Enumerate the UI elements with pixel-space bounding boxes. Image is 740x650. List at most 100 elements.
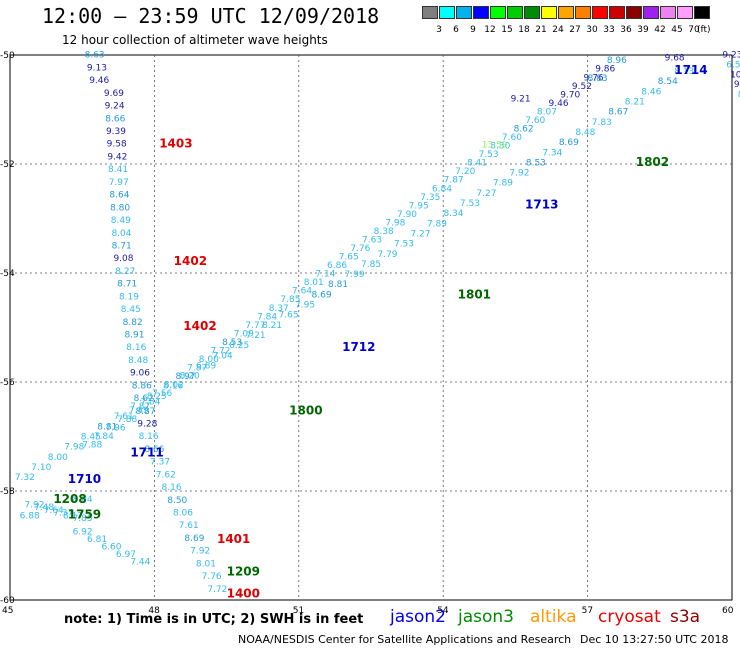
x-tick-label: 57: [582, 606, 593, 616]
swh-value: 9.39: [106, 127, 126, 137]
swh-value: 8.01: [196, 559, 216, 569]
swh-value: 8.62: [514, 124, 534, 134]
swh-value: 7.27: [410, 229, 430, 239]
legend-swatch: [694, 6, 710, 19]
swh-value: 8.91: [124, 330, 144, 340]
swh-value: 8: [738, 90, 740, 100]
swh-value: 8.13: [674, 67, 694, 77]
swh-value: 9.86: [595, 65, 615, 75]
swh-value: 7.84: [140, 398, 160, 408]
swh-value: 8.37: [269, 304, 289, 314]
swh-value: 8.86: [132, 381, 152, 391]
swh-value: 9.68: [665, 53, 685, 63]
swh-value: 7.89: [493, 179, 513, 189]
swh-value: 7.99: [345, 270, 365, 280]
track-label: 1712: [342, 340, 375, 354]
swh-value: 6.97: [116, 550, 136, 560]
swh-value: 7.83: [592, 118, 612, 128]
legend-label: 15: [501, 25, 513, 35]
swh-value: 8.21: [625, 98, 645, 108]
legend-swatch: [541, 6, 557, 19]
swh-value: 7.60: [525, 116, 545, 126]
legend-swatch: [490, 6, 506, 19]
swh-value: 8.48: [128, 356, 148, 366]
swh-value: 8.96: [607, 56, 627, 66]
swh-value: 7.09: [234, 329, 254, 339]
swh-value: 8.25: [147, 392, 167, 402]
legend-label: 70: [688, 25, 700, 35]
swh-value: 7.49: [129, 406, 149, 416]
legend-label: 36: [620, 25, 632, 35]
swh-value: 7.85: [361, 260, 381, 270]
track-label: 1802: [636, 155, 669, 169]
swh-value: 6.92: [73, 528, 93, 538]
swh-value: 8.71: [112, 241, 132, 251]
swh-value: 8.83: [588, 74, 608, 84]
swh-value: 7.76: [202, 572, 222, 582]
legend-label: 12: [484, 25, 496, 35]
track-label: 1401: [217, 532, 250, 546]
swh-value: 7.87: [444, 176, 464, 186]
track-label: 1800: [289, 404, 322, 418]
swh-value: 7.88: [117, 415, 137, 425]
swh-value: 8.16: [162, 483, 182, 493]
swh-value: 7.84: [94, 432, 114, 442]
satellite-s3a: s3a: [670, 607, 701, 627]
swh-value: 9.46: [549, 99, 569, 109]
swh-value: 7.92: [24, 500, 44, 510]
swh-value: 8.69: [559, 138, 579, 148]
swh-value: 7.34: [542, 148, 562, 158]
swh-value: 7.85: [73, 514, 93, 524]
swh-value: 8.41: [108, 165, 128, 175]
swh-value: 8.41: [467, 159, 487, 169]
swh-value: 7.65: [279, 311, 299, 321]
swh-value: 7.88: [82, 440, 102, 450]
y-tick-label: -54: [0, 269, 15, 279]
swh-value: 8.06: [173, 509, 193, 519]
satellite-altika: altika: [530, 607, 577, 627]
swh-value: 9.28: [137, 420, 157, 430]
swh-value: 7.53: [479, 150, 499, 160]
swh-value: 8.81: [97, 422, 117, 432]
swh-value: 8.54: [658, 77, 678, 87]
satellite-cryosat: cryosat: [598, 607, 661, 627]
swh-value: 8.97: [175, 372, 195, 382]
swh-value: 7.72: [210, 346, 230, 356]
track-label: 1759: [68, 507, 101, 521]
swh-value: 7.60: [502, 133, 522, 143]
plot-frame: [9, 54, 733, 601]
swh-value: 9.42: [107, 152, 127, 162]
swh-value: 8.00: [199, 355, 219, 365]
swh-value: 9.7: [734, 80, 740, 90]
swh-value: 8.50: [167, 496, 187, 506]
swh-value: 8.27: [115, 267, 135, 277]
x-tick-label: 51: [293, 606, 304, 616]
legend-swatch: [626, 6, 642, 19]
swh-value: 7.89: [427, 219, 447, 229]
swh-value: 8.02: [164, 381, 184, 391]
swh-value: 7.96: [106, 423, 126, 433]
swh-value: 8.66: [144, 445, 164, 455]
legend-swatch: [643, 6, 659, 19]
legend-swatch: [456, 6, 472, 19]
legend-label: 24: [552, 25, 564, 35]
swh-value: 8.46: [641, 87, 661, 97]
track-label: 1208: [53, 492, 86, 506]
swh-value: 8.81: [328, 280, 348, 290]
swh-value: 8.21: [262, 321, 282, 331]
track-label: 1209: [227, 564, 260, 578]
swh-value: 7.64: [44, 506, 64, 516]
legend-label: 42: [654, 25, 666, 35]
swh-value: 7.64: [292, 287, 312, 297]
track-label: 1801: [458, 288, 491, 302]
swh-value: 8.04: [111, 229, 131, 239]
swh-value: 7.98: [385, 218, 405, 228]
swh-value: 9.52: [572, 82, 592, 92]
track-label: 1403: [159, 137, 192, 151]
swh-value: 7.14: [315, 270, 335, 280]
swh-value: 7.37: [150, 458, 170, 468]
swh-value: 8.53: [222, 338, 242, 348]
track-label: 1402: [183, 319, 216, 333]
swh-value: 8.67: [608, 108, 628, 118]
swh-value: 6.81: [87, 535, 107, 545]
